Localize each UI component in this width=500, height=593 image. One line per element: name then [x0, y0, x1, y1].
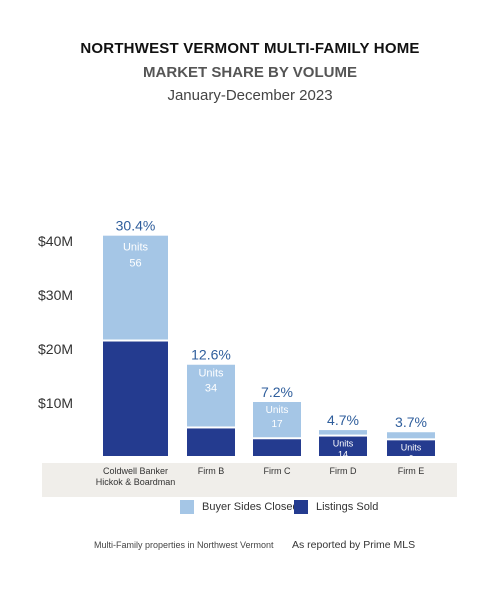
legend-item-listings-sold: Listings Sold: [294, 500, 378, 514]
share-label: 4.7%: [327, 412, 359, 428]
x-tick-label: Hickok & Boardman: [96, 477, 176, 487]
units-value-label: 6: [408, 453, 413, 463]
bar-listings-sold: [319, 436, 367, 456]
bar-listings-sold: [187, 428, 235, 456]
x-tick-label: Firm B: [198, 466, 225, 476]
x-tick-label: Firm E: [398, 466, 425, 476]
bar-buyer-sides-closed: [253, 402, 301, 438]
legend-item-buyer-sides: Buyer Sides Closed: [180, 500, 299, 514]
bar-listings-sold: [253, 439, 301, 456]
x-tick-label: Firm C: [264, 466, 291, 476]
legend-swatch-buyer-sides: [180, 500, 194, 514]
y-tick-label: $30M: [38, 287, 73, 303]
x-tick-label: Firm D: [330, 466, 357, 476]
footer-source: As reported by Prime MLS: [292, 539, 416, 551]
share-label: 30.4%: [116, 218, 156, 234]
chart-period: January-December 2023: [167, 87, 333, 104]
chart-title: NORTHWEST VERMONT MULTI-FAMILY HOME: [80, 40, 420, 57]
footer-note: Multi-Family properties in Northwest Ver…: [94, 540, 274, 550]
units-value-label: 17: [271, 419, 283, 430]
share-label: 3.7%: [395, 414, 427, 430]
units-word-label: Units: [198, 368, 224, 380]
units-word-label: Units: [401, 442, 422, 452]
bar-buyer-sides-closed: [319, 430, 367, 435]
share-label: 7.2%: [261, 384, 293, 400]
share-label: 12.6%: [191, 347, 231, 363]
bar-listings-sold: [387, 440, 435, 456]
units-word-label: Units: [123, 242, 149, 254]
bar-listings-sold: [103, 341, 168, 456]
bar-buyer-sides-closed: [387, 432, 435, 439]
units-word-label: Units: [333, 439, 354, 449]
y-tick-label: $10M: [38, 395, 73, 411]
chart-subtitle: MARKET SHARE BY VOLUME: [143, 64, 357, 81]
units-word-label: Units: [266, 405, 289, 416]
y-tick-label: $40M: [38, 233, 73, 249]
x-tick-label: Coldwell Banker: [103, 466, 168, 476]
bar-buyer-sides-closed: [187, 364, 235, 427]
y-tick-label: $20M: [38, 341, 73, 357]
units-value-label: 34: [205, 383, 217, 395]
legend-label-buyer-sides: Buyer Sides Closed: [202, 501, 299, 513]
bar-buyer-sides-closed: [103, 235, 168, 340]
legend-label-listings-sold: Listings Sold: [316, 501, 379, 513]
legend-swatch-listings-sold: [294, 500, 308, 514]
units-value-label: 14: [338, 450, 348, 460]
units-value-label: 56: [129, 258, 141, 270]
x-axis-band: [42, 463, 457, 497]
